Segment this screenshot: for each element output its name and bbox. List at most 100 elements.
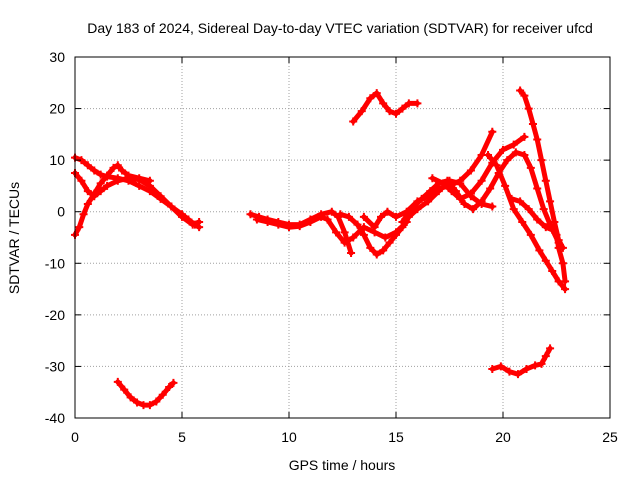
series-line bbox=[509, 196, 568, 284]
data-point bbox=[178, 212, 186, 221]
tick-marks bbox=[74, 56, 611, 419]
data-point bbox=[385, 238, 394, 247]
data-point bbox=[558, 259, 567, 268]
data-point bbox=[156, 192, 165, 201]
series-s6 bbox=[252, 212, 411, 247]
data-point bbox=[417, 194, 426, 203]
data-point bbox=[537, 156, 546, 165]
data-point bbox=[344, 212, 353, 221]
data-point bbox=[83, 199, 92, 208]
data-point bbox=[535, 246, 544, 255]
data-point bbox=[486, 184, 495, 193]
data-point bbox=[533, 184, 542, 193]
data-point bbox=[379, 246, 388, 255]
data-point bbox=[340, 238, 349, 247]
data-point bbox=[118, 166, 127, 175]
y-tick-label: 0 bbox=[57, 204, 65, 220]
data-point bbox=[188, 220, 197, 229]
series-s8 bbox=[359, 127, 497, 232]
data-point bbox=[522, 365, 531, 374]
data-point bbox=[124, 171, 133, 180]
x-tick-label: 25 bbox=[602, 429, 618, 445]
data-point bbox=[533, 135, 542, 144]
data-point bbox=[366, 94, 375, 103]
data-point bbox=[246, 210, 255, 219]
data-point bbox=[385, 107, 394, 116]
data-point bbox=[439, 179, 448, 188]
series-s14 bbox=[507, 194, 570, 286]
data-point bbox=[531, 361, 540, 370]
data-point bbox=[274, 220, 283, 229]
data-point bbox=[541, 223, 550, 232]
y-tick-label: 30 bbox=[49, 49, 65, 65]
data-point bbox=[447, 187, 456, 196]
data-point bbox=[167, 202, 176, 211]
data-point bbox=[83, 187, 92, 196]
x-tick-label: 5 bbox=[178, 429, 186, 445]
data-point bbox=[263, 218, 272, 227]
y-tick-label: -20 bbox=[45, 307, 65, 323]
data-point bbox=[145, 176, 154, 185]
data-point bbox=[460, 199, 469, 208]
data-point bbox=[488, 202, 497, 211]
data-point bbox=[426, 187, 435, 196]
data-point bbox=[392, 230, 400, 239]
data-point bbox=[520, 150, 529, 159]
data-point bbox=[152, 397, 161, 406]
data-point bbox=[120, 385, 129, 394]
data-point bbox=[507, 194, 516, 203]
x-axis-label: GPS time / hours bbox=[289, 457, 396, 473]
series-s10 bbox=[428, 132, 529, 203]
data-point bbox=[359, 230, 368, 239]
data-point bbox=[349, 233, 358, 242]
data-point bbox=[77, 176, 86, 185]
data-point bbox=[477, 176, 486, 185]
data-point bbox=[469, 205, 478, 214]
data-point bbox=[165, 383, 174, 392]
data-point bbox=[349, 117, 358, 126]
data-point bbox=[509, 205, 518, 214]
series-s15 bbox=[488, 344, 555, 379]
data-point bbox=[353, 220, 362, 229]
series-line bbox=[429, 134, 527, 202]
data-point bbox=[488, 365, 497, 374]
data-point bbox=[381, 233, 390, 242]
y-axis-label: SDTVAR / TECUs bbox=[6, 182, 22, 294]
tick-labels: 0 5 10 15 20 25 -40 -30 -20 -10 0 10 20 30 bbox=[45, 49, 618, 445]
data-point bbox=[496, 362, 505, 371]
series-line bbox=[399, 149, 562, 246]
data-point bbox=[383, 207, 392, 216]
data-point bbox=[501, 181, 510, 190]
data-point bbox=[524, 205, 533, 214]
data-point bbox=[158, 390, 167, 399]
data-point bbox=[503, 156, 512, 165]
data-point bbox=[526, 230, 535, 239]
series-s9 bbox=[398, 148, 563, 247]
series-s13 bbox=[484, 150, 570, 294]
data-point bbox=[75, 223, 84, 232]
data-point bbox=[520, 91, 529, 100]
series-line bbox=[115, 379, 176, 408]
data-point bbox=[103, 181, 112, 190]
data-point bbox=[516, 86, 525, 95]
data-point bbox=[541, 256, 550, 265]
data-point bbox=[443, 176, 452, 185]
y-tick-label: 10 bbox=[49, 152, 65, 168]
data-point bbox=[550, 218, 559, 227]
data-point bbox=[404, 99, 413, 108]
data-point bbox=[548, 267, 557, 276]
data-point bbox=[398, 218, 407, 227]
data-point bbox=[332, 228, 341, 237]
data-point bbox=[392, 212, 400, 221]
series-s4 bbox=[113, 377, 178, 410]
data-point bbox=[552, 230, 561, 239]
y-tick-label: -10 bbox=[45, 255, 65, 271]
data-point bbox=[103, 171, 112, 180]
data-point bbox=[466, 166, 475, 175]
data-point bbox=[484, 150, 493, 159]
y-tick-label: -30 bbox=[45, 358, 65, 374]
data-point bbox=[546, 197, 555, 206]
data-point bbox=[526, 163, 535, 172]
data-point bbox=[113, 176, 122, 185]
data-point bbox=[359, 212, 368, 221]
